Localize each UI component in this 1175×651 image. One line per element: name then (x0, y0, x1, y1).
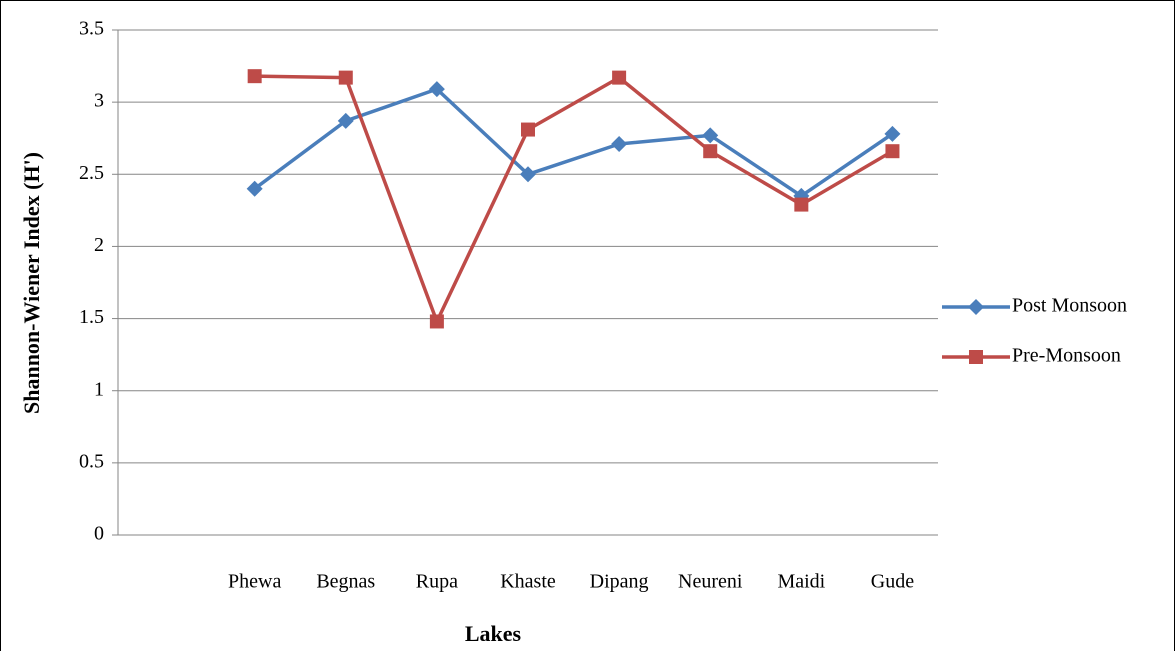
point (337, 112, 354, 129)
y-tick-label: 1.5 (79, 306, 104, 328)
y-tick-label: 2 (94, 234, 104, 256)
y-tick-label: 1 (94, 378, 104, 400)
point (246, 180, 263, 197)
y-axis-title: Shannon-Wiener Index (H') (19, 152, 44, 414)
y-tick-label: 0.5 (79, 450, 104, 472)
x-tick-label: Khaste (500, 571, 556, 593)
legend-label: Pre-Monsoon (1012, 345, 1121, 367)
point (794, 197, 809, 212)
series-line (254, 74, 894, 324)
point (885, 144, 900, 159)
x-tick-label: Phewa (228, 571, 281, 593)
x-tick-label: Maidi (777, 571, 825, 593)
point (521, 122, 535, 137)
legend-label: Post Monsoon (1012, 295, 1127, 317)
point (612, 70, 627, 85)
point (338, 70, 353, 85)
x-tick-label: Rupa (416, 571, 458, 593)
legend-marker (968, 299, 984, 315)
x-tick-label: Neureni (678, 571, 743, 593)
point (611, 135, 628, 152)
y-tick-label: 3.5 (79, 18, 104, 40)
point (702, 127, 719, 144)
legend-marker (969, 350, 983, 364)
y-tick-label: 0 (94, 523, 104, 545)
point (884, 125, 901, 142)
y-tick-label: 3 (94, 90, 104, 112)
x-axis-title: Lakes (465, 621, 522, 646)
point (520, 166, 536, 183)
x-tick-label: Begnas (316, 571, 375, 593)
y-tick-label: 2.5 (79, 162, 104, 184)
point (703, 144, 718, 159)
x-tick-label: Gude (871, 571, 914, 593)
point (428, 81, 445, 98)
point (247, 69, 262, 84)
point (429, 314, 444, 329)
x-tick-label: Dipang (590, 571, 649, 593)
